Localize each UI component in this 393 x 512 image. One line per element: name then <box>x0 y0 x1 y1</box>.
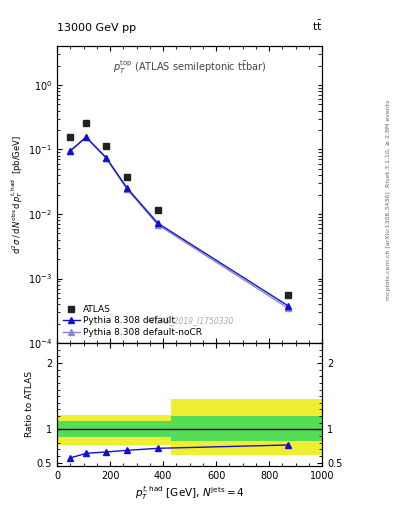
Legend: ATLAS, Pythia 8.308 default, Pythia 8.308 default-noCR: ATLAS, Pythia 8.308 default, Pythia 8.30… <box>61 304 204 338</box>
Text: $\mathrm{t\bar{t}}$: $\mathrm{t\bar{t}}$ <box>312 19 322 33</box>
ATLAS <box>68 134 73 140</box>
ATLAS <box>125 174 130 180</box>
Pythia 8.308 default <box>84 134 88 140</box>
Text: Rivet 3.1.10, ≥ 2.8M events: Rivet 3.1.10, ≥ 2.8M events <box>386 100 391 187</box>
Line: Pythia 8.308 default: Pythia 8.308 default <box>67 134 291 309</box>
ATLAS <box>285 292 290 298</box>
Y-axis label: $\mathrm{d}^2\sigma\,/\,\mathrm{d}\,N^\mathrm{obs}\,\mathrm{d}\,p_T^{t,\mathrm{h: $\mathrm{d}^2\sigma\,/\,\mathrm{d}\,N^\m… <box>9 135 25 254</box>
Text: $p_T^\mathrm{top}$ (ATLAS semileptonic $\mathrm{t\bar{t}}$bar): $p_T^\mathrm{top}$ (ATLAS semileptonic $… <box>113 58 266 76</box>
Line: Pythia 8.308 default-noCR: Pythia 8.308 default-noCR <box>67 134 291 311</box>
Pythia 8.308 default-noCR <box>285 305 290 311</box>
Pythia 8.308 default <box>285 303 290 309</box>
Y-axis label: Ratio to ATLAS: Ratio to ATLAS <box>25 372 34 437</box>
Pythia 8.308 default-noCR <box>68 148 73 154</box>
ATLAS <box>104 142 108 148</box>
Pythia 8.308 default-noCR <box>104 155 108 161</box>
ATLAS <box>84 120 88 126</box>
Text: 13000 GeV pp: 13000 GeV pp <box>57 23 136 33</box>
X-axis label: $p_T^{t,\mathrm{had}}$ [GeV], $N^\mathrm{jets} = 4$: $p_T^{t,\mathrm{had}}$ [GeV], $N^\mathrm… <box>135 485 244 502</box>
Line: ATLAS: ATLAS <box>67 120 291 298</box>
Pythia 8.308 default <box>104 155 108 161</box>
Pythia 8.308 default <box>68 148 73 154</box>
Text: mcplots.cern.ch [arXiv:1306.3436]: mcplots.cern.ch [arXiv:1306.3436] <box>386 191 391 300</box>
Pythia 8.308 default <box>156 220 160 226</box>
Pythia 8.308 default-noCR <box>125 186 130 193</box>
ATLAS <box>156 207 160 213</box>
Pythia 8.308 default-noCR <box>84 134 88 140</box>
Pythia 8.308 default <box>125 185 130 191</box>
Text: ATLAS_2019_I1750330: ATLAS_2019_I1750330 <box>146 316 233 325</box>
Pythia 8.308 default-noCR <box>156 222 160 228</box>
